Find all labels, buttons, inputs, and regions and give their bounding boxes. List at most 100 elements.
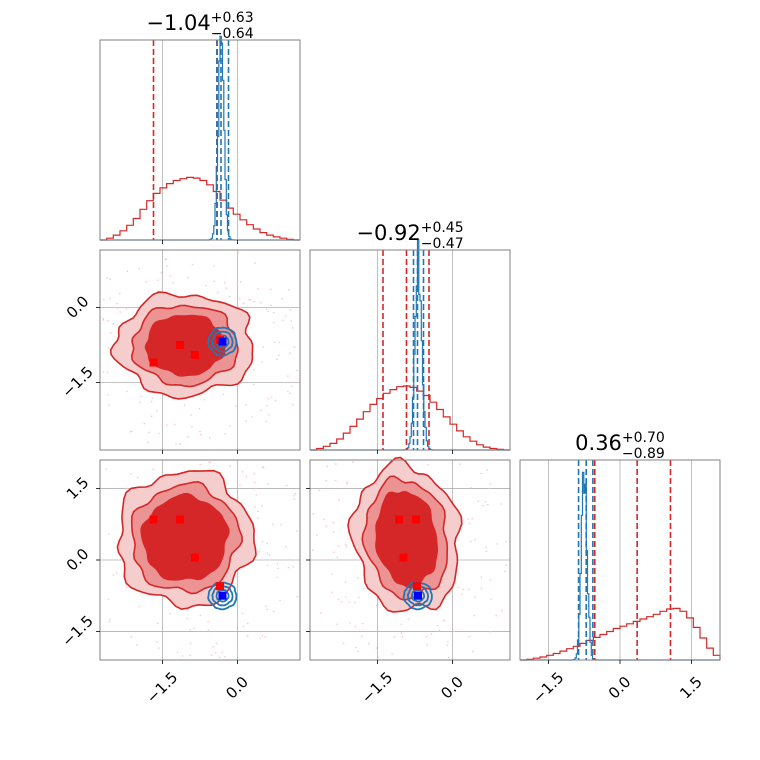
- scatter-point-2_0: [245, 475, 248, 478]
- scatter-point-2_0: [254, 481, 256, 484]
- contour-narrow-2_1-0: [411, 589, 425, 603]
- ytick-label-1-0: −1.5: [58, 363, 96, 401]
- xtick-label-0-1: 0.0: [222, 673, 252, 703]
- scatter-point-1_0: [248, 299, 250, 301]
- scatter-point-1_0: [222, 393, 225, 396]
- marker-wide-1_0-0: [149, 358, 158, 367]
- scatter-point-2_1: [338, 499, 340, 502]
- ytick-label-2-2: 1.5: [63, 473, 93, 503]
- scatter-point-2_1: [400, 623, 402, 626]
- panel-0_0: [100, 35, 300, 241]
- scatter-point-2_1: [500, 503, 502, 505]
- scatter-point-2_1: [490, 598, 492, 600]
- scatter-point-2_1: [471, 517, 474, 520]
- xtick-label-2-0: −1.5: [529, 668, 567, 706]
- marker-narrow-2_1-0: [414, 591, 422, 600]
- scatter-point-2_0: [229, 465, 231, 467]
- scatter-point-2_1: [489, 631, 492, 633]
- scatter-point-1_0: [199, 430, 201, 433]
- scatter-point-2_0: [280, 523, 282, 526]
- scatter-point-2_0: [214, 652, 217, 654]
- ytick-label-2-0: −1.5: [58, 612, 96, 650]
- scatter-point-2_1: [451, 481, 454, 484]
- scatter-point-2_1: [474, 596, 476, 598]
- scatter-point-1_0: [157, 279, 159, 282]
- scatter-point-2_0: [264, 636, 267, 638]
- scatter-point-2_0: [258, 551, 260, 553]
- scatter-point-2_0: [208, 461, 210, 464]
- scatter-point-2_1: [352, 461, 354, 463]
- scatter-point-2_1: [446, 644, 448, 647]
- scatter-point-1_0: [143, 422, 146, 425]
- scatter-point-2_0: [156, 640, 158, 643]
- scatter-point-2_1: [477, 500, 480, 503]
- scatter-point-2_0: [169, 612, 171, 615]
- scatter-point-1_0: [292, 403, 294, 406]
- scatter-point-2_0: [126, 487, 128, 490]
- scatter-point-2_1: [469, 540, 472, 543]
- scatter-point-2_0: [189, 654, 191, 657]
- scatter-point-2_0: [218, 656, 221, 659]
- scatter-point-2_0: [276, 563, 279, 565]
- scatter-point-2_1: [325, 525, 328, 528]
- scatter-point-1_0: [126, 270, 129, 273]
- scatter-point-2_0: [189, 629, 192, 631]
- scatter-point-1_0: [175, 443, 177, 445]
- scatter-point-1_0: [290, 320, 293, 322]
- title-median-0: −1.04: [146, 11, 210, 35]
- ytick-label-2-1: 0.0: [63, 545, 93, 575]
- scatter-point-1_0: [291, 327, 294, 329]
- scatter-point-2_0: [266, 552, 269, 554]
- panel-title-1: −0.92+0.45: [356, 220, 463, 245]
- scatter-point-1_0: [235, 405, 237, 407]
- scatter-point-1_0: [119, 311, 121, 313]
- scatter-point-1_0: [278, 341, 281, 344]
- title-minus-2: −0.89: [622, 446, 665, 462]
- scatter-point-2_1: [452, 493, 454, 495]
- scatter-point-1_0: [265, 308, 268, 311]
- scatter-point-1_0: [129, 431, 132, 433]
- marker-wide-2_0-3: [216, 582, 224, 591]
- scatter-point-1_0: [205, 284, 208, 287]
- scatter-point-2_1: [354, 625, 357, 628]
- scatter-point-1_0: [260, 409, 262, 412]
- scatter-point-1_0: [191, 263, 194, 266]
- scatter-point-2_0: [209, 461, 212, 464]
- scatter-point-2_1: [346, 482, 348, 485]
- marker-wide-2_1-0: [395, 515, 403, 524]
- scatter-point-1_0: [225, 287, 228, 290]
- scatter-point-2_1: [326, 465, 329, 468]
- scatter-point-2_1: [363, 587, 365, 590]
- scatter-point-1_0: [203, 398, 206, 401]
- scatter-point-2_1: [357, 577, 359, 579]
- scatter-point-2_0: [294, 492, 297, 495]
- scatter-point-1_0: [102, 371, 105, 373]
- scatter-point-2_1: [331, 591, 334, 594]
- scatter-point-2_1: [325, 479, 328, 482]
- ytick-label-1-1: 0.0: [63, 292, 93, 322]
- scatter-point-2_1: [342, 642, 345, 645]
- scatter-point-2_1: [467, 518, 470, 521]
- scatter-point-2_0: [285, 545, 287, 548]
- scatter-point-1_0: [289, 392, 291, 395]
- scatter-point-1_0: [179, 443, 181, 445]
- scatter-point-2_1: [468, 635, 471, 638]
- panel-2_2: [520, 460, 721, 661]
- marker-wide-2_1-3: [413, 582, 421, 591]
- scatter-point-2_0: [108, 533, 110, 535]
- scatter-point-1_0: [296, 369, 298, 372]
- scatter-point-2_1: [425, 635, 428, 638]
- scatter-point-1_0: [102, 319, 105, 321]
- scatter-point-1_0: [106, 277, 108, 280]
- scatter-point-1_0: [257, 287, 259, 290]
- scatter-point-2_1: [345, 545, 348, 548]
- scatter-point-1_0: [265, 420, 268, 423]
- scatter-point-1_0: [172, 282, 174, 284]
- scatter-point-1_0: [213, 280, 215, 283]
- scatter-point-1_0: [199, 433, 202, 436]
- scatter-point-2_1: [426, 644, 429, 646]
- scatter-point-2_0: [112, 574, 115, 576]
- scatter-point-1_0: [107, 347, 110, 349]
- scatter-point-2_0: [199, 463, 202, 466]
